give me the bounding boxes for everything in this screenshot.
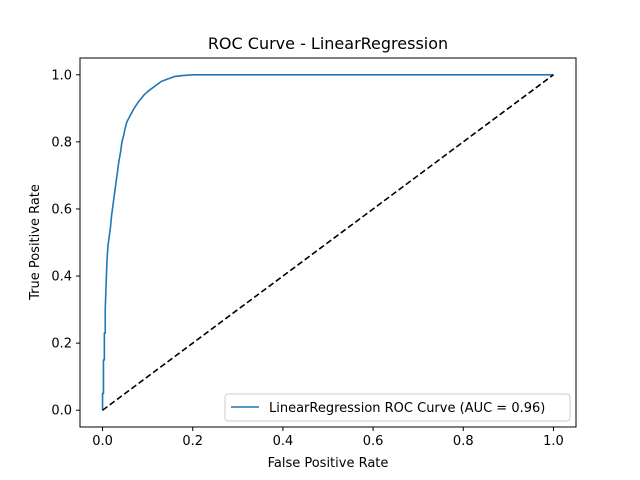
x-axis-ticks: 0.0 0.2 0.4 0.6 0.8 1.0 [92,427,564,449]
y-axis-ticks: 0.0 0.2 0.4 0.6 0.8 1.0 [51,68,80,419]
chance-diagonal-line [102,74,554,411]
x-tick-label: 0.4 [273,434,294,449]
roc-curve-line [101,73,554,411]
legend-box [224,393,571,422]
y-tick-label: 0.6 [51,202,72,217]
chart-title: ROC Curve - LinearRegression [208,34,448,53]
x-tick-label: 0.8 [453,434,474,449]
y-tick-label: 0.2 [51,337,72,352]
plot-area [101,73,554,411]
x-tick-label: 0.2 [182,434,203,449]
y-tick-label: 0.8 [51,135,72,150]
y-tick-label: 0.4 [51,270,72,285]
x-tick-label: 0.0 [92,434,113,449]
legend: LinearRegression ROC Curve (AUC = 0.96) [224,393,571,422]
x-axis-label: False Positive Rate [268,456,389,471]
axes-frame [79,57,577,428]
x-tick-label: 0.6 [363,434,384,449]
y-axis-label: True Positive Rate [28,184,43,301]
legend-label: LinearRegression ROC Curve (AUC = 0.96) [269,401,545,416]
x-tick-label: 1.0 [543,434,564,449]
y-tick-label: 1.0 [51,68,72,83]
y-tick-label: 0.0 [51,404,72,419]
